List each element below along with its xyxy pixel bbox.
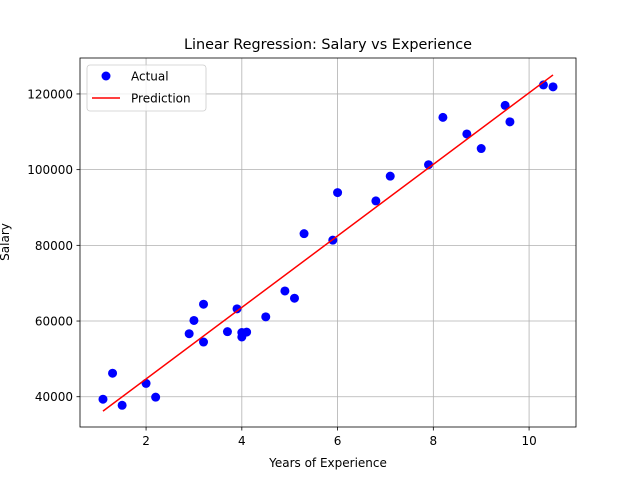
data-point xyxy=(117,400,127,410)
ticks: 2 4 6 8 10 40000 60000 80000 100000 120000 xyxy=(27,87,537,448)
regression-line xyxy=(102,74,554,412)
data-point xyxy=(438,112,448,122)
data-point xyxy=(538,80,548,90)
x-tick-label: 4 xyxy=(238,434,246,448)
data-point xyxy=(462,129,472,139)
x-tick-label: 2 xyxy=(142,434,150,448)
data-point xyxy=(280,286,290,296)
data-point xyxy=(199,299,209,309)
y-tick-label: 60000 xyxy=(35,315,73,329)
legend-marker xyxy=(101,71,111,81)
data-point xyxy=(333,188,343,198)
data-point xyxy=(261,312,271,322)
x-tick-label: 6 xyxy=(334,434,342,448)
chart-title: Linear Regression: Salary vs Experience xyxy=(184,37,472,53)
data-point xyxy=(141,378,151,388)
x-tick-label: 10 xyxy=(521,434,536,448)
data-point xyxy=(505,117,515,127)
data-point xyxy=(151,392,161,402)
data-point xyxy=(500,100,510,110)
data-point xyxy=(232,304,242,314)
data-point xyxy=(289,293,299,303)
grid xyxy=(80,58,576,427)
data-point xyxy=(299,229,309,239)
y-axis-label: Salary xyxy=(0,223,12,261)
y-tick-label: 40000 xyxy=(35,390,73,404)
x-axis-label: Years of Experience xyxy=(268,456,387,470)
data-point xyxy=(199,337,209,347)
data-point xyxy=(242,327,252,337)
data-point xyxy=(548,82,558,92)
legend-label: Prediction xyxy=(131,92,191,106)
data-point xyxy=(385,171,395,181)
data-point xyxy=(184,329,194,339)
y-tick-label: 100000 xyxy=(27,163,73,177)
data-point xyxy=(189,315,199,325)
data-point xyxy=(222,327,232,337)
data-point xyxy=(98,394,108,404)
y-tick-label: 120000 xyxy=(27,87,73,101)
data-point xyxy=(371,196,381,206)
legend-label: Actual xyxy=(131,70,169,84)
axes-frame xyxy=(79,57,577,428)
y-tick-label: 80000 xyxy=(35,239,73,253)
legend-box xyxy=(86,64,207,112)
data-point xyxy=(108,368,118,378)
data-point xyxy=(476,144,486,154)
x-tick-label: 8 xyxy=(430,434,438,448)
plot-series xyxy=(98,74,558,412)
legend: Actual Prediction xyxy=(86,64,207,112)
